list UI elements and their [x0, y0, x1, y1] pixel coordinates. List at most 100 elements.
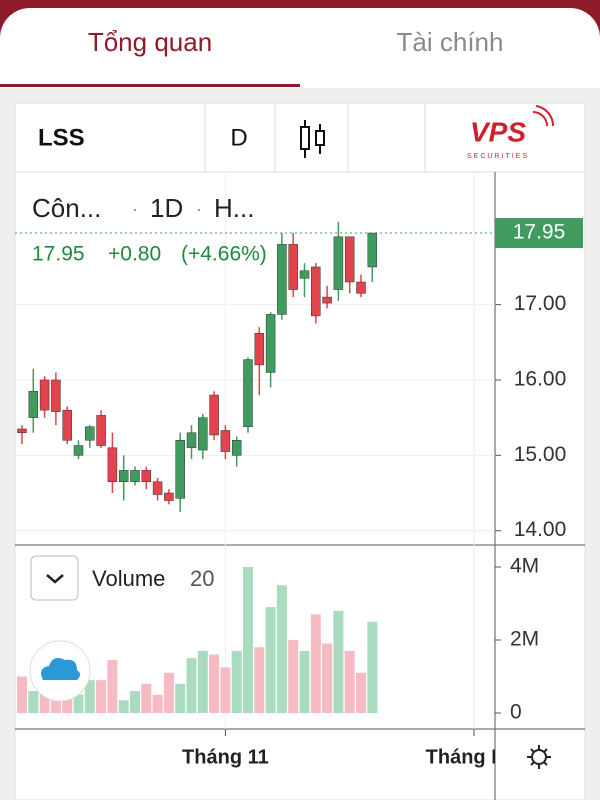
candle-body [85, 426, 95, 441]
legend-exchange: H... [214, 193, 254, 223]
separator: · [132, 199, 138, 219]
candle-body [344, 236, 355, 283]
volume-bar [220, 667, 231, 713]
volume-bar [107, 660, 118, 713]
candle-body [17, 428, 27, 433]
volume-title: Volume [92, 566, 165, 591]
candle-body [311, 266, 321, 317]
candle-body [175, 440, 185, 499]
volume-bar [243, 566, 253, 713]
legend-name: Côn... [32, 193, 101, 223]
legend-change: +0.80 [108, 243, 161, 266]
volume-bar [310, 614, 321, 713]
candle-body [299, 270, 310, 279]
volume-bar [28, 691, 39, 713]
logo-text: VPS [470, 116, 526, 147]
volume-bar [322, 643, 333, 713]
volume-bar [344, 650, 355, 713]
volume-bar [163, 672, 174, 713]
candle-body [28, 391, 39, 418]
volume-bar [209, 654, 220, 713]
volume-period: 20 [190, 566, 214, 591]
x-tick-label: Tháng Mư [426, 746, 523, 768]
candle-body [322, 296, 332, 304]
candle-body [130, 470, 140, 482]
cloud-icon [41, 658, 80, 680]
volume-bar [276, 585, 287, 713]
candle-body [198, 417, 208, 451]
collapse-button[interactable] [30, 555, 79, 601]
volume-bar [299, 650, 310, 713]
volume-tick-label: 2M [510, 628, 539, 651]
tab[interactable]: Tổng quan [88, 27, 212, 57]
legend-price: 17.95 [32, 243, 85, 266]
candle-body [254, 333, 265, 366]
volume-bar [265, 607, 276, 713]
last-price-tag [495, 218, 583, 249]
candle-body [356, 281, 366, 294]
volume-bar [254, 647, 265, 713]
candle-body [243, 359, 253, 427]
candle-body [367, 232, 378, 268]
volume-bar [288, 639, 299, 713]
candle-body [39, 379, 50, 411]
candle-body [152, 481, 163, 495]
volume-bar [333, 610, 344, 713]
volume-bar [141, 683, 152, 713]
tab[interactable]: Tài chính [397, 27, 504, 57]
volume-bar [231, 650, 242, 713]
legend-change-pct: (+4.66%) [181, 243, 267, 266]
volume-bar [197, 650, 208, 713]
interval-button[interactable]: D [230, 124, 247, 151]
candle-body [277, 244, 287, 315]
candle-body [164, 492, 174, 501]
candle-body [107, 447, 118, 482]
candle-body [62, 409, 72, 441]
volume-bar [50, 691, 61, 713]
candle-body [118, 470, 129, 482]
candle-body [141, 470, 152, 482]
volume-bar [186, 658, 197, 713]
chevron-icon [46, 574, 64, 584]
volume-bar [84, 680, 95, 713]
separator: · [196, 199, 202, 219]
volume-bar [175, 683, 186, 713]
volume-bar [367, 621, 378, 713]
candle-body [73, 445, 84, 456]
y-tick-label: 15.00 [514, 443, 567, 466]
volume-bar [96, 680, 107, 713]
candle-body [220, 430, 231, 452]
candle-body [51, 379, 61, 412]
candle-body [265, 314, 276, 373]
candle-body [231, 440, 242, 456]
volume-tick-label: 4M [510, 555, 539, 578]
volume-bar [152, 694, 163, 713]
logo: VPS SECURITIES [467, 105, 555, 160]
tab-indicator [0, 84, 300, 87]
volume-tick-label: 0 [510, 701, 522, 724]
toolbar [15, 103, 585, 173]
candle-body [186, 432, 197, 449]
candle-body [288, 244, 298, 290]
candle-body [209, 394, 219, 436]
legend-interval: 1D [150, 193, 183, 223]
legend: Côn... · 1D · H... 17.95 +0.80 (+4.66%) [32, 193, 267, 266]
x-tick-label: Tháng 11 [182, 746, 269, 768]
y-tick-label: 17.00 [514, 292, 567, 315]
volume-bar [17, 676, 27, 713]
y-tick-label: 14.00 [514, 518, 567, 541]
symbol[interactable]: LSS [38, 124, 85, 151]
last-price-label: 17.95 [513, 221, 566, 244]
volume-bar [73, 694, 84, 713]
candle-body [96, 415, 106, 446]
chart-type-icon[interactable] [300, 120, 325, 158]
volume-bar [356, 672, 366, 713]
logo-sub: SECURITIES [467, 153, 529, 160]
volume-bar [118, 700, 129, 713]
candle-body [333, 236, 344, 290]
y-tick-label: 16.00 [514, 368, 567, 391]
volume-bar [130, 691, 140, 713]
settings-icon[interactable] [527, 745, 551, 769]
